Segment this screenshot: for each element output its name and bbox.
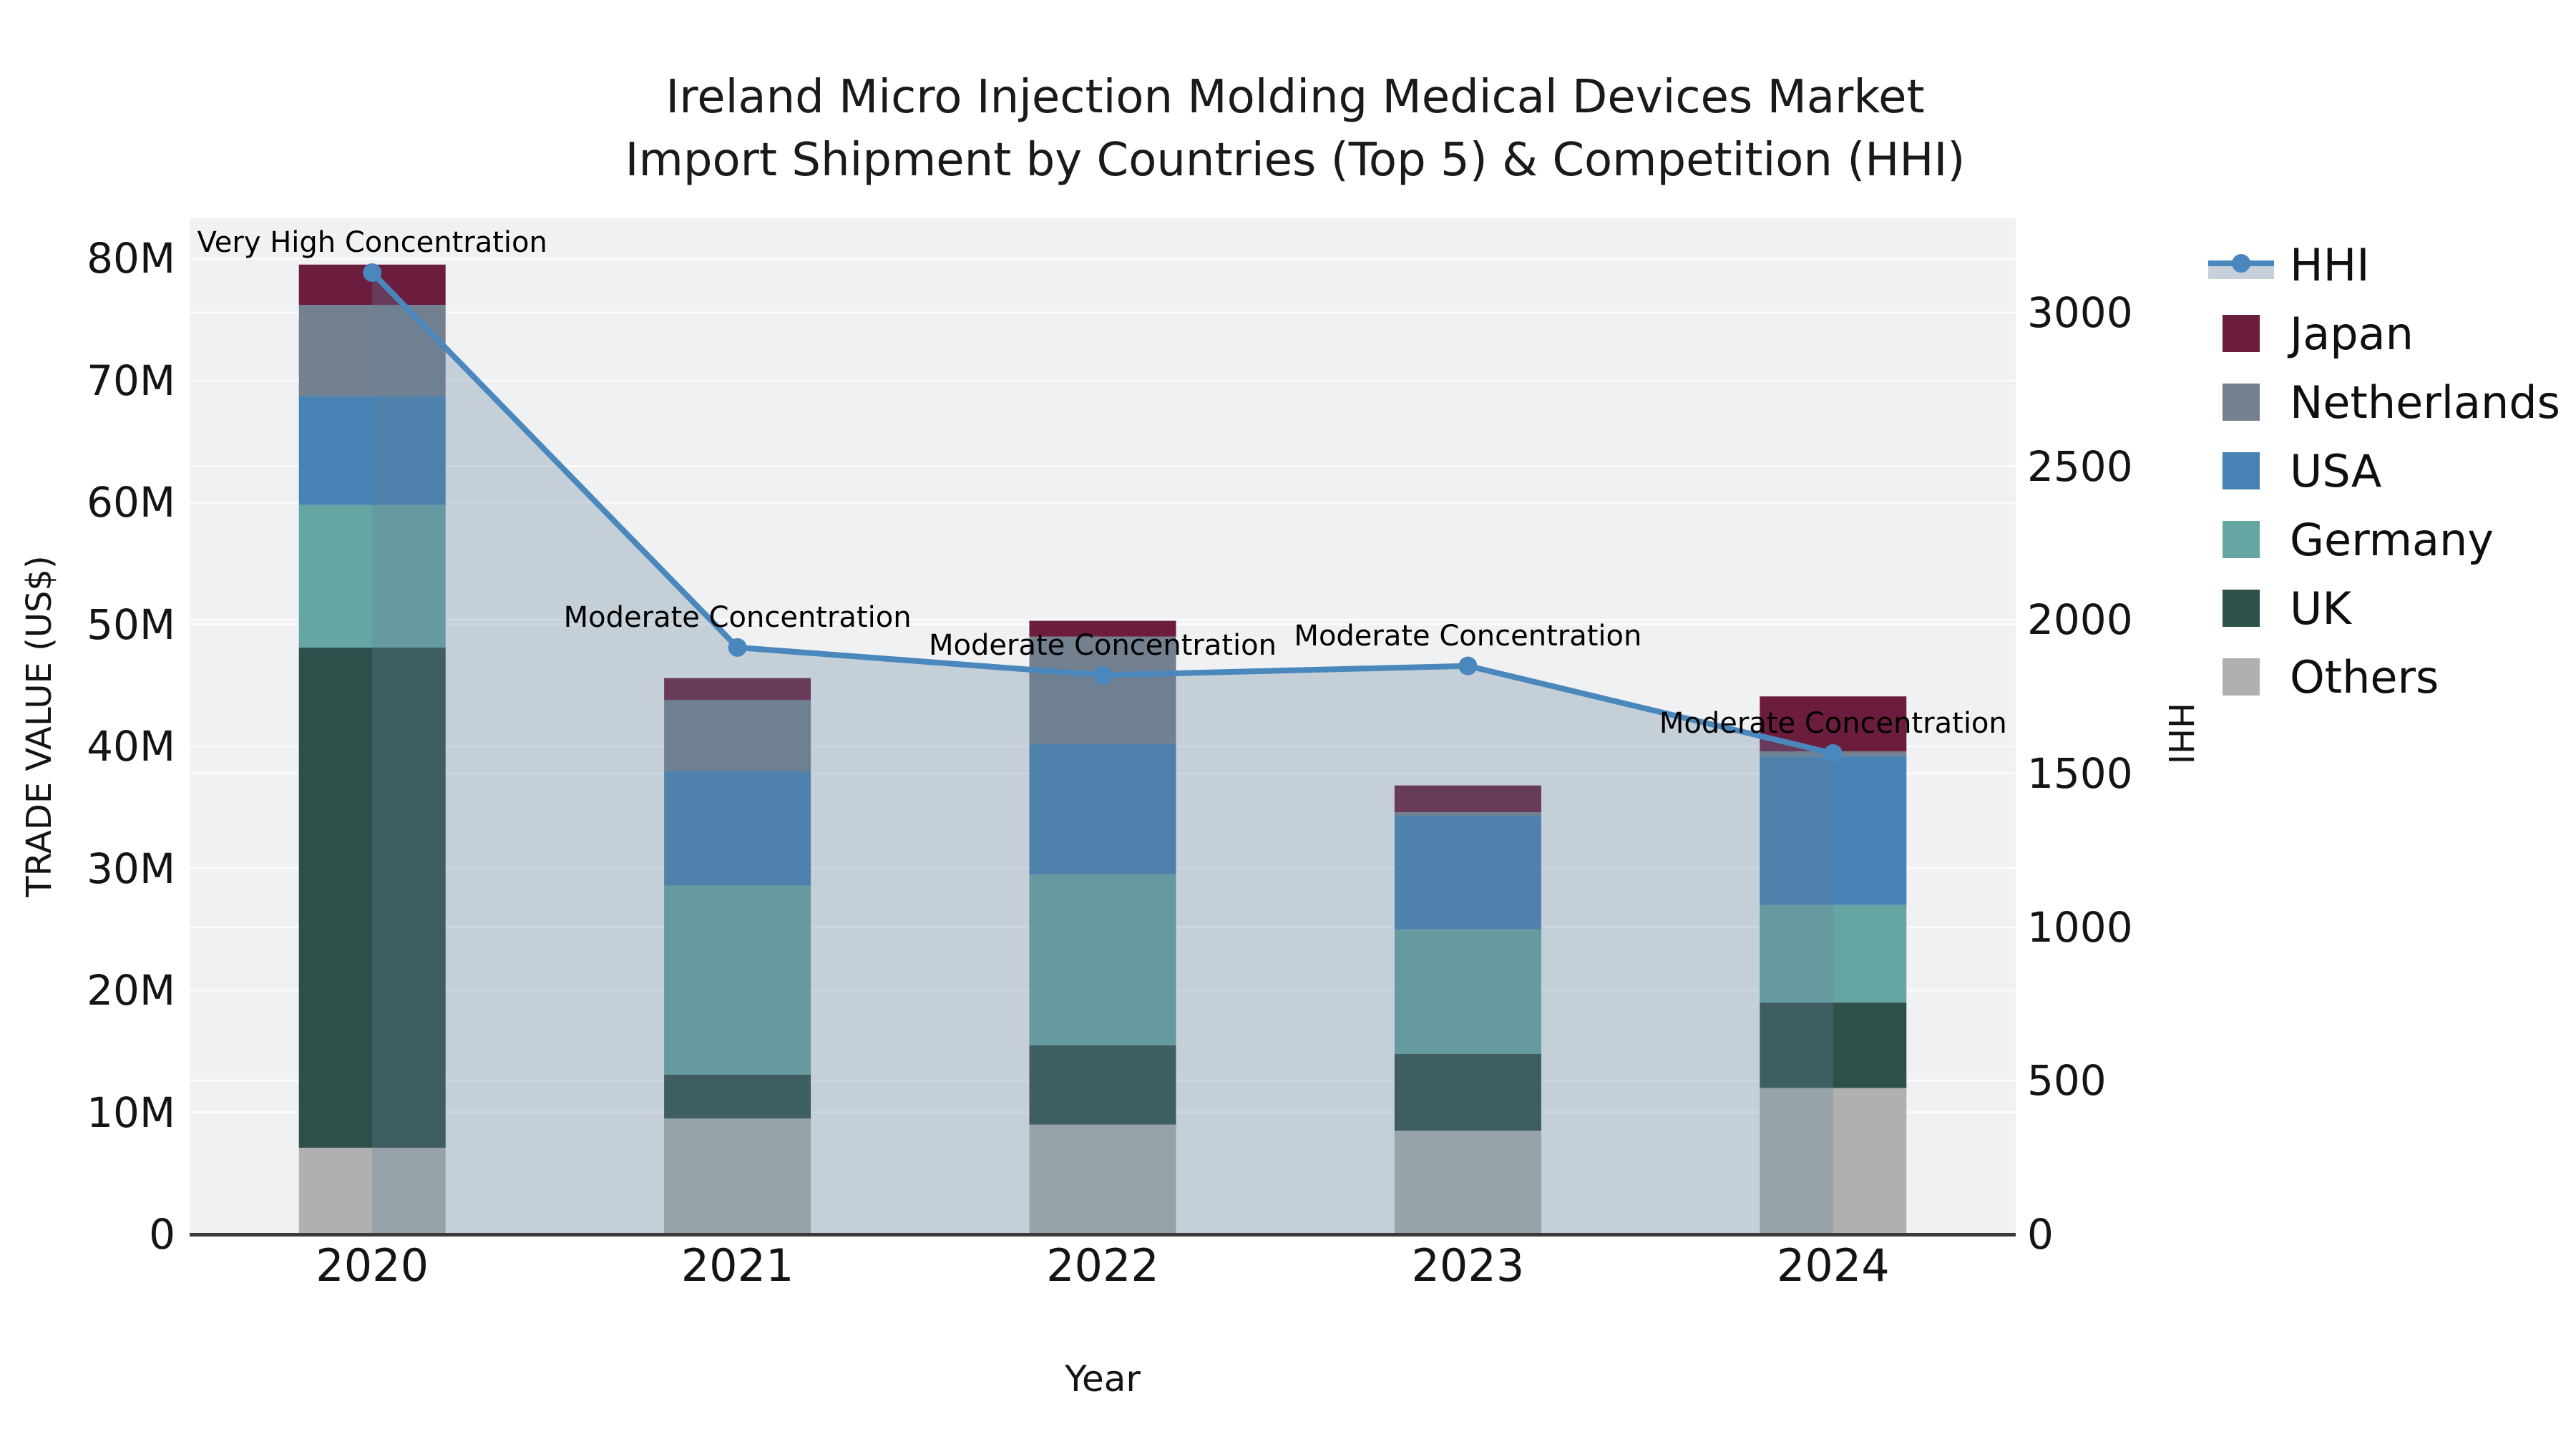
x-tick-2020: 2020	[316, 1239, 429, 1292]
bar-segment-2023-japan	[1394, 785, 1541, 813]
y-axis-right-title: HHI	[2160, 702, 2200, 765]
annotation-2022: Moderate Concentration	[929, 628, 1277, 662]
y-left-tick-0: 0	[149, 1210, 175, 1259]
legend-label-hhi: HHI	[2290, 238, 2370, 291]
legend-item-netherlands: Netherlands	[2208, 368, 2560, 436]
bar-segment-2023-usa	[1394, 816, 1541, 930]
legend: HHI Japan Netherlands USA Germany UK Others	[2208, 230, 2560, 711]
bar-segment-2020-germany	[298, 504, 446, 648]
legend-item-others: Others	[2208, 643, 2560, 711]
legend-square-swatch	[2208, 368, 2274, 436]
legend-square-swatch	[2208, 643, 2274, 711]
legend-item-japan: Japan	[2208, 299, 2560, 368]
bar-segment-2024-others	[1760, 1088, 1907, 1234]
annotation-2023: Moderate Concentration	[1294, 619, 1642, 653]
x-axis-line	[190, 1233, 2016, 1236]
legend-color-usa	[2223, 452, 2260, 489]
x-tick-2022: 2022	[1046, 1239, 1159, 1292]
bar-segment-2022-uk	[1029, 1045, 1176, 1125]
hhi-marker-2024	[1823, 744, 1843, 763]
hhi-area-fill	[372, 273, 1833, 1234]
y-left-tick-30M: 30M	[87, 844, 175, 893]
y-left-tick-20M: 20M	[87, 966, 175, 1015]
bar-segment-2021-germany	[664, 885, 811, 1075]
legend-color-netherlands	[2223, 384, 2260, 421]
bar-segment-2023-germany	[1394, 929, 1541, 1054]
bar-segment-2023-uk	[1394, 1053, 1541, 1131]
y-left-tick-70M: 70M	[87, 356, 175, 405]
y-right-tick-2000: 2000	[2027, 595, 2133, 645]
legend-label-germany: Germany	[2290, 513, 2494, 566]
bar-segment-2021-others	[664, 1118, 811, 1234]
bar-segment-2023-netherlands	[1394, 812, 1541, 816]
y-right-tick-1000: 1000	[2027, 902, 2133, 952]
y-left-tick-80M: 80M	[87, 234, 175, 283]
legend-square-swatch	[2208, 299, 2274, 368]
legend-item-uk: UK	[2208, 574, 2560, 643]
y-left-tick-10M: 10M	[87, 1088, 175, 1137]
hhi-marker-2021	[728, 638, 747, 657]
y-right-tick-2500: 2500	[2027, 441, 2133, 491]
bar-segment-2021-usa	[664, 771, 811, 886]
legend-label-uk: UK	[2290, 582, 2352, 635]
y-right-tick-1500: 1500	[2027, 748, 2133, 798]
bar-segment-2022-germany	[1029, 874, 1176, 1045]
x-axis-title: Year	[1065, 1358, 1141, 1400]
bar-segment-2021-uk	[664, 1074, 811, 1119]
legend-square-swatch	[2208, 574, 2274, 643]
legend-square-swatch	[2208, 436, 2274, 505]
y-axis-left-title: TRADE VALUE (US$)	[19, 555, 59, 897]
chart-title: Ireland Micro Injection Molding Medical …	[0, 66, 2576, 192]
bar-segment-2022-japan	[1029, 620, 1176, 637]
legend-item-germany: Germany	[2208, 505, 2560, 574]
hhi-marker-swatch	[2232, 254, 2250, 273]
x-tick-2024: 2024	[1776, 1239, 1890, 1292]
bar-segment-2021-netherlands	[664, 700, 811, 771]
chart-title-line2: Import Shipment by Countries (Top 5) & C…	[625, 134, 1966, 187]
bar-segment-2023-others	[1394, 1131, 1541, 1234]
legend-label-usa: USA	[2290, 444, 2382, 497]
annotation-2021: Moderate Concentration	[563, 600, 912, 634]
x-tick-2021: 2021	[680, 1239, 794, 1292]
legend-color-uk	[2223, 590, 2260, 627]
legend-label-japan: Japan	[2290, 307, 2414, 360]
bar-segment-2020-others	[298, 1147, 446, 1234]
bar-segment-2022-netherlands	[1029, 636, 1176, 744]
legend-item-usa: USA	[2208, 436, 2560, 505]
bar-segment-2022-others	[1029, 1124, 1176, 1234]
hhi-marker-2022	[1093, 665, 1112, 685]
y-right-tick-3000: 3000	[2027, 288, 2133, 337]
legend-square-swatch	[2208, 505, 2274, 574]
hhi-marker-2023	[1458, 656, 1478, 675]
chart-title-line1: Ireland Micro Injection Molding Medical …	[665, 71, 1925, 124]
y-left-tick-50M: 50M	[87, 600, 175, 649]
bar-segment-2020-usa	[298, 396, 446, 505]
legend-item-hhi: HHI	[2208, 230, 2560, 299]
x-tick-2023: 2023	[1411, 1239, 1525, 1292]
legend-color-germany	[2223, 521, 2260, 558]
hhi-marker-2020	[363, 263, 382, 283]
annotation-2020: Very High Concentration	[197, 226, 547, 259]
legend-label-netherlands: Netherlands	[2290, 376, 2560, 429]
legend-line-swatch	[2208, 230, 2274, 299]
y-right-tick-0: 0	[2027, 1210, 2054, 1259]
annotation-2024: Moderate Concentration	[1659, 707, 2007, 740]
bar-segment-2020-uk	[298, 648, 446, 1148]
bar-segment-2021-japan	[664, 678, 811, 701]
legend-label-others: Others	[2290, 650, 2439, 703]
y-left-tick-40M: 40M	[87, 722, 175, 771]
legend-color-others	[2223, 658, 2260, 696]
bar-segment-2024-usa	[1760, 756, 1907, 905]
legend-color-japan	[2223, 315, 2260, 352]
y-right-tick-500: 500	[2027, 1056, 2107, 1106]
bar-segment-2024-uk	[1760, 1002, 1907, 1088]
bar-segment-2022-usa	[1029, 743, 1176, 875]
bar-segment-2024-germany	[1760, 904, 1907, 1003]
y-left-tick-60M: 60M	[87, 478, 175, 527]
